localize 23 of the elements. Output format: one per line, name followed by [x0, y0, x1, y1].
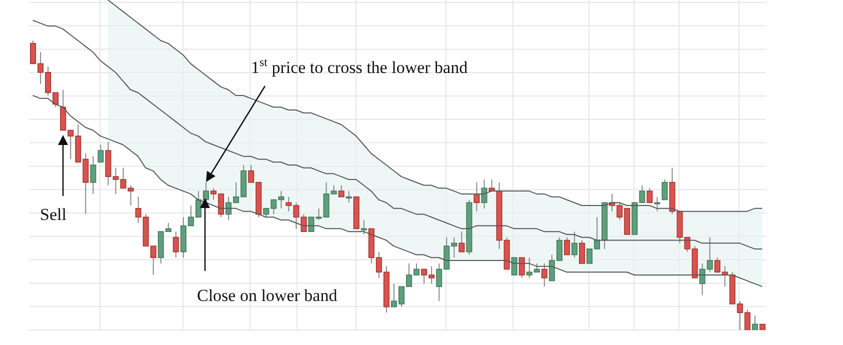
candlestick	[474, 182, 480, 212]
candlestick	[338, 184, 344, 198]
candlestick	[128, 184, 134, 206]
candlestick	[541, 262, 548, 288]
candlestick	[98, 144, 104, 163]
candlestick	[90, 156, 96, 194]
candlestick	[518, 257, 525, 278]
candlestick	[578, 240, 585, 264]
candlestick	[662, 178, 668, 200]
candlestick	[172, 231, 179, 258]
candlestick	[646, 188, 653, 204]
candlestick	[564, 236, 570, 256]
annotation: Sell	[40, 205, 67, 224]
candlestick	[458, 231, 465, 252]
candlestick	[752, 315, 758, 330]
candlestick	[511, 257, 518, 276]
candlestick	[571, 231, 578, 258]
candlestick	[654, 196, 660, 212]
candlestick	[346, 190, 352, 204]
annotation: Close on lower band	[197, 286, 338, 305]
candlestick	[481, 178, 488, 209]
candlestick	[360, 220, 367, 235]
annotation: 1$^{st}$ price to cross the lower band	[251, 55, 468, 77]
